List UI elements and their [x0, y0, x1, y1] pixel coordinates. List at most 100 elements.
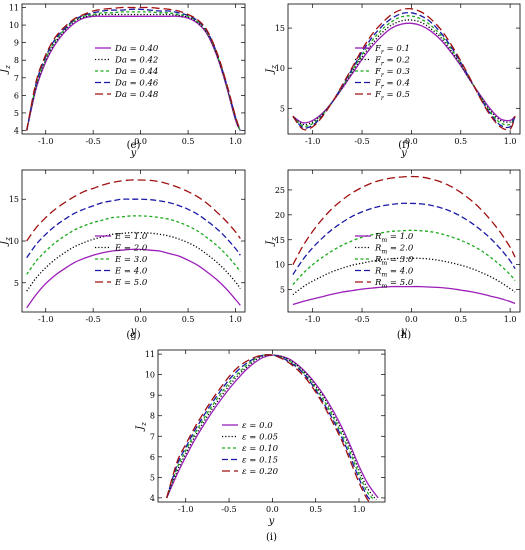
series-line-3: [26, 11, 241, 131]
legend-label: Fr = 0.1: [374, 44, 410, 56]
x-tick-label: 1.0: [353, 505, 366, 514]
legend: ε = 0.0 ε = 0.05ε = 0.10 ε = 0.15ε = 0.20: [222, 421, 279, 477]
y-tick-label: 15: [275, 24, 285, 33]
panel-label: (h): [397, 330, 411, 341]
x-tick-label: 0.5: [454, 315, 467, 324]
x-tick-label: 0.5: [182, 315, 195, 324]
legend-label: Fr = 0.2: [374, 56, 410, 68]
x-tick-label: -1.0: [38, 137, 53, 146]
legend-label: E = 3.0: [114, 255, 148, 265]
y-tick-label: 5: [14, 109, 19, 118]
y-axis-label: Jz: [265, 65, 278, 75]
legend-label: Rm = 5.0: [374, 278, 414, 290]
legend: Rm = 1.0Rm = 2.0Rm = 3.0Rm = 4.0Rm = 5.0: [355, 232, 414, 290]
legend-label: Fr = 0.4: [374, 79, 410, 91]
panel-label: (e): [127, 140, 141, 151]
chart-panel-4: -1.0 -0.5 0.0 0.5 1.0 5 10 15 20 25 y Jz (h) Rm = 1.0…: [265, 169, 521, 341]
chart-panel-3: -1.0 -0.5 0.0 0.5 1.0 5 10 15 y Jz (g) E = 1.0 E = 2…: [0, 169, 246, 341]
y-tick-label: 5: [150, 473, 155, 482]
x-tick-label: -1.0: [178, 505, 193, 514]
x-tick-label: 0.5: [454, 137, 467, 146]
series-line-4: [166, 354, 374, 501]
x-tick-label: 0.0: [134, 137, 147, 146]
x-axis-label: y: [400, 326, 407, 337]
x-tick-label: -0.5: [354, 315, 369, 324]
legend-label: Rm = 3.0: [374, 255, 414, 267]
x-axis-label: y: [268, 516, 275, 527]
series-line-5: [166, 354, 372, 502]
plot-frame: [157, 349, 386, 503]
x-axis-label: y: [130, 326, 137, 337]
y-tick-label: 9: [14, 39, 19, 48]
legend-label: Da = 0.40: [114, 44, 159, 54]
series-line-5: [26, 6, 241, 131]
x-tick-label: -0.5: [221, 505, 236, 514]
legend-label: ε = 0.20: [242, 467, 279, 477]
x-axis-label: y: [130, 148, 137, 159]
y-tick-label: 5: [14, 279, 19, 288]
legend-label: E = 5.0: [114, 278, 148, 288]
series-line-3: [166, 354, 376, 501]
y-axis-label: Jz: [0, 65, 12, 75]
legend-label: ε = 0.05: [242, 433, 278, 443]
x-tick-label: 1.0: [229, 315, 242, 324]
series-line-5: [26, 179, 241, 242]
series-line-3: [292, 229, 516, 286]
y-tick-label: 7: [14, 74, 19, 83]
legend-label: Rm = 1.0: [374, 232, 414, 244]
y-axis-label: Jz: [265, 237, 278, 247]
legend-label: E = 1.0: [114, 232, 148, 242]
x-tick-label: 0.0: [405, 137, 418, 146]
legend-label: Rm = 2.0: [374, 244, 414, 256]
x-tick-label: 0.0: [266, 505, 279, 514]
legend-label: Fr = 0.5: [374, 90, 410, 102]
y-tick-label: 10: [9, 21, 19, 30]
x-tick-label: 1.0: [229, 137, 242, 146]
legend-label: E = 4.0: [114, 267, 148, 277]
legend-label: E = 2.0: [114, 244, 148, 254]
x-tick-label: -0.5: [354, 137, 369, 146]
legend-label: Da = 0.44: [114, 67, 158, 77]
series-line-2: [292, 257, 516, 296]
chart-panel-1: -1.0 -0.5 0.0 0.5 1.0 4 5 6 7 8 9 10 11 y Jz (e) Da = 0.…: [0, 4, 246, 159]
y-tick-label: 6: [150, 453, 155, 462]
series-line-5: [292, 175, 516, 266]
series-line-4: [292, 11, 516, 129]
series-line-2: [166, 354, 377, 501]
series-line-1: [166, 354, 379, 499]
y-tick-label: 11: [145, 350, 155, 359]
y-tick-label: 8: [14, 56, 19, 65]
x-tick-label: 0.5: [309, 505, 322, 514]
legend-label: ε = 0.15: [242, 456, 278, 466]
x-tick-label: 1.0: [504, 315, 517, 324]
x-tick-label: -0.5: [85, 315, 100, 324]
series-line-4: [292, 202, 516, 275]
y-axis-label: Jz: [135, 422, 148, 432]
y-tick-label: 5: [280, 104, 285, 113]
x-tick-label: 1.0: [504, 137, 517, 146]
panel-label: (g): [126, 330, 140, 341]
legend-label: Rm = 4.0: [374, 267, 414, 279]
series-line-3: [26, 215, 241, 275]
x-axis-label: y: [400, 148, 407, 159]
y-tick-label: 10: [145, 371, 155, 380]
y-tick-label: 10: [275, 261, 285, 270]
y-tick-label: 10: [275, 64, 285, 73]
y-tick-label: 9: [150, 391, 155, 400]
y-tick-label: 6: [14, 91, 19, 100]
x-tick-label: 0.0: [134, 315, 147, 324]
y-tick-label: 5: [280, 286, 285, 295]
y-tick-label: 4: [14, 126, 19, 135]
x-tick-label: -0.5: [85, 137, 100, 146]
y-tick-label: 11: [9, 4, 19, 13]
y-tick-label: 4: [150, 494, 155, 503]
x-tick-label: 0.0: [405, 315, 418, 324]
series-line-5: [292, 7, 516, 131]
plot-frame: [287, 3, 521, 135]
x-tick-label: -1.0: [305, 137, 320, 146]
plot-frame: [287, 169, 521, 313]
series-line-1: [26, 248, 241, 309]
